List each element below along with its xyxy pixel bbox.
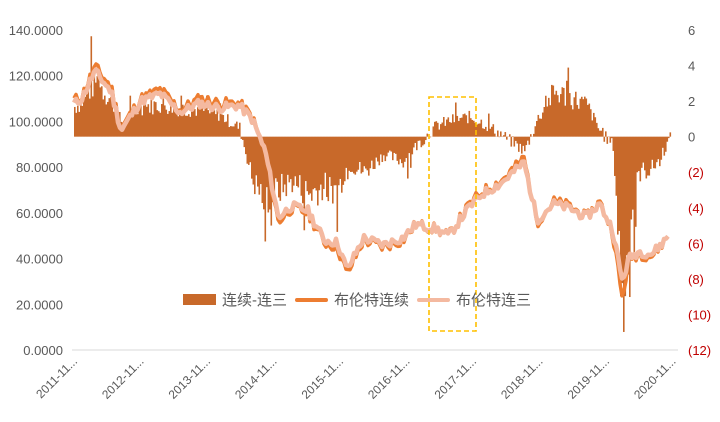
x-axis-tick: 2012-11... <box>99 354 146 401</box>
right-axis-tick: 6 <box>688 23 695 38</box>
x-axis-tick: 2018-11... <box>498 354 545 401</box>
x-axis-tick: 2014-11... <box>232 354 279 401</box>
legend-swatch-line <box>417 297 451 302</box>
x-axis-tick: 2011-11... <box>33 354 80 401</box>
right-axis-tick: 0 <box>688 130 695 145</box>
legend-item-brent-continuous: 布伦特连续 <box>295 289 409 310</box>
right-axis-tick: (10) <box>688 307 711 322</box>
brent-third-line <box>72 67 670 281</box>
legend: 连续-连三 布伦特连续 布伦特连三 <box>183 289 539 310</box>
legend-item-brent-third: 布伦特连三 <box>417 289 531 310</box>
x-axis-tick: 2013-11... <box>166 354 213 401</box>
right-axis-tick: (6) <box>688 236 704 251</box>
legend-swatch-bar <box>183 294 216 305</box>
x-axis-tick: 2015-11... <box>299 354 346 401</box>
x-axis-tick: 2019-11... <box>565 354 612 401</box>
left-axis-tick: 0.0000 <box>23 343 63 358</box>
right-axis-tick: 2 <box>688 94 695 109</box>
x-axis-tick: 2016-11... <box>365 354 412 401</box>
left-axis-tick: 140.0000 <box>9 23 63 38</box>
highlight-box <box>428 96 477 332</box>
right-axis-tick: (4) <box>688 201 704 216</box>
right-axis-tick: (2) <box>688 165 704 180</box>
x-axis-tick: 2017-11... <box>432 354 479 401</box>
legend-label: 布伦特连三 <box>456 292 532 309</box>
left-axis-tick: 100.0000 <box>9 114 63 129</box>
legend-swatch-line <box>295 297 328 302</box>
left-axis-tick: 120.0000 <box>9 69 63 84</box>
left-axis-tick: 60.0000 <box>16 206 63 221</box>
legend-item-spread: 连续-连三 <box>183 289 287 310</box>
left-axis-tick: 40.0000 <box>16 252 63 267</box>
right-axis-tick: (8) <box>688 272 704 287</box>
right-axis-tick: (12) <box>688 343 711 358</box>
legend-label: 连续-连三 <box>222 292 287 309</box>
spread-bars <box>74 36 672 332</box>
left-axis-tick: 80.0000 <box>16 160 63 175</box>
left-axis-tick: 20.0000 <box>16 297 63 312</box>
x-axis-tick: 2020-11... <box>631 354 678 401</box>
legend-label: 布伦特连续 <box>334 292 410 309</box>
right-axis-tick: 4 <box>688 59 695 74</box>
